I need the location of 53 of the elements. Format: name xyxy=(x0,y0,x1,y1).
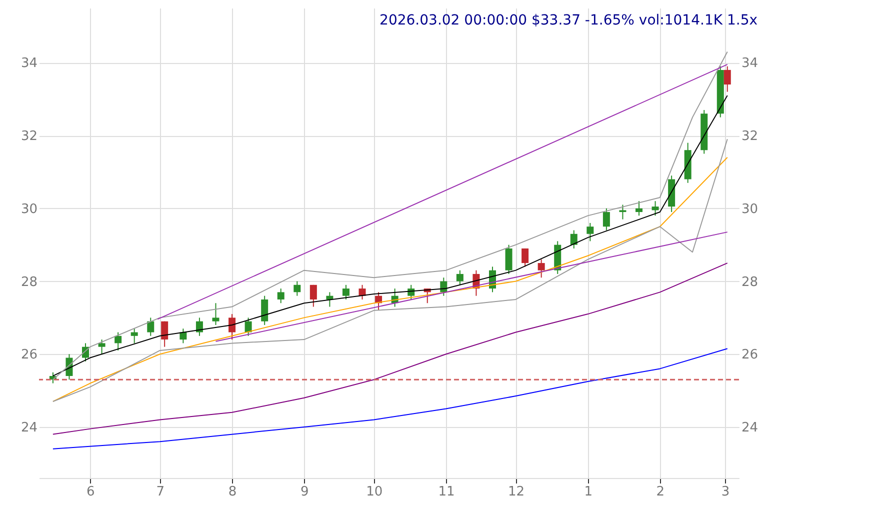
x-tick-label: 6 xyxy=(86,484,95,500)
y-tick-label: 26 xyxy=(20,348,38,363)
candlestick xyxy=(602,208,610,231)
candlestick xyxy=(294,280,301,296)
candlestick xyxy=(161,320,168,348)
y-tick-label: 28 xyxy=(20,274,38,290)
x-tick-label: 12 xyxy=(508,484,525,500)
candlestick xyxy=(261,295,268,326)
x-tick-label: 1 xyxy=(584,484,592,500)
x-tick-label: 3 xyxy=(721,484,730,500)
candlestick xyxy=(196,317,203,336)
candlestick xyxy=(326,292,334,308)
candlestick xyxy=(636,200,642,216)
candlestick xyxy=(342,284,350,300)
y-tick-label: 24 xyxy=(20,420,38,436)
x-tick-label: 8 xyxy=(228,484,237,500)
y2-tick-label: 32 xyxy=(742,129,758,144)
candlestick xyxy=(130,328,138,344)
y2-tick-label: 26 xyxy=(742,348,758,363)
candlestick xyxy=(522,248,529,268)
candlestick xyxy=(244,317,252,336)
candlestick xyxy=(456,270,464,286)
candlestick xyxy=(570,230,578,249)
x-tick-label: 7 xyxy=(156,484,165,500)
y2-tick-label: 28 xyxy=(742,274,758,290)
chart-title: 2026.03.02 00:00:00 $33.37 -1.65% vol:1014.1K 1.5x xyxy=(380,12,758,28)
line-series xyxy=(52,262,728,435)
candlestick xyxy=(538,258,545,278)
y-tick-label: 30 xyxy=(20,202,38,217)
candlestick xyxy=(652,200,659,216)
candlestick xyxy=(147,317,154,336)
candlestick xyxy=(212,302,220,326)
candlestick xyxy=(358,284,366,300)
line-series xyxy=(52,348,728,450)
candlestick xyxy=(180,328,187,344)
candlestick xyxy=(724,66,731,92)
candlestick xyxy=(505,244,512,274)
y2-tick-label: 34 xyxy=(742,56,758,72)
candlestick xyxy=(98,339,106,355)
x-tick-label: 11 xyxy=(438,484,455,500)
x-tick-label: 9 xyxy=(300,484,309,500)
x-tick-label: 2 xyxy=(656,484,665,500)
candlestick xyxy=(586,222,594,242)
candlestick xyxy=(228,314,236,340)
candlestick xyxy=(114,332,122,351)
y-tick-label: 32 xyxy=(20,129,38,144)
y2-tick-label: 30 xyxy=(742,202,758,217)
x-tick-label: 10 xyxy=(366,484,383,500)
candlestick xyxy=(619,204,626,220)
y-tick-label: 34 xyxy=(20,56,38,72)
candlestick xyxy=(277,288,284,304)
y2-tick-label: 24 xyxy=(742,420,758,436)
candlestick xyxy=(310,284,317,308)
